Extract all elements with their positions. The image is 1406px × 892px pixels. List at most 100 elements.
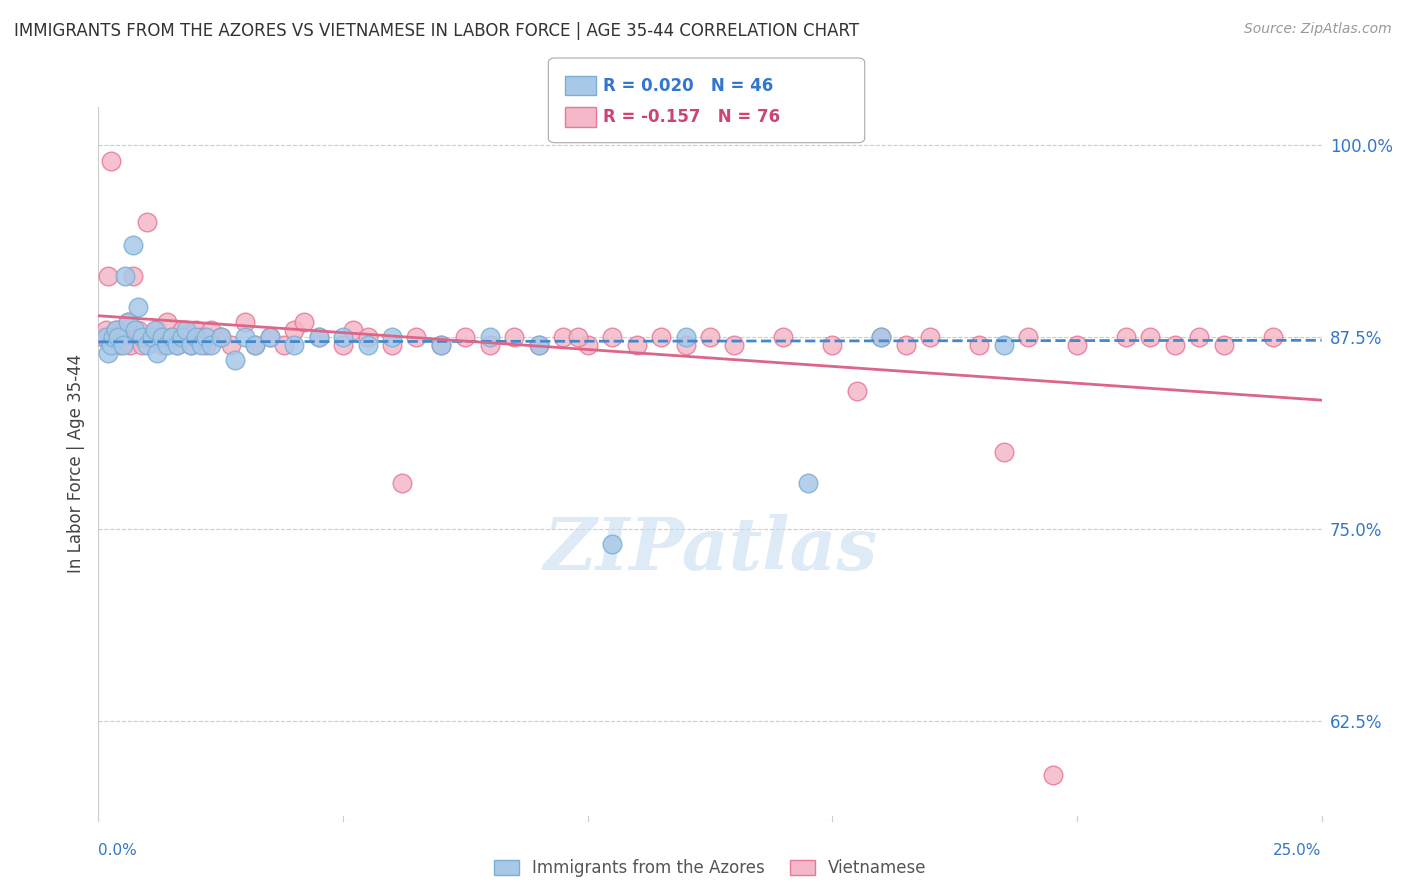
Point	[308, 330, 330, 344]
Point	[124, 322, 146, 336]
Point	[381, 330, 404, 344]
Point	[101, 330, 124, 344]
Point	[1164, 338, 1187, 352]
Point	[166, 338, 188, 352]
Point	[146, 322, 169, 336]
Point	[391, 476, 413, 491]
Point	[200, 338, 222, 352]
Point	[143, 322, 166, 336]
Point	[124, 330, 146, 344]
Point	[136, 338, 159, 352]
Point	[141, 330, 163, 344]
Point	[114, 330, 136, 344]
Point	[723, 338, 745, 352]
Point	[332, 338, 354, 352]
Text: ZIPatlas: ZIPatlas	[543, 514, 877, 585]
Point	[111, 322, 134, 336]
Point	[967, 338, 990, 352]
Point	[1017, 330, 1039, 344]
Point	[200, 322, 222, 336]
Point	[100, 153, 122, 168]
Point	[176, 322, 198, 336]
Point	[821, 338, 844, 352]
Point	[567, 330, 589, 344]
Point	[845, 384, 868, 398]
Text: 25.0%: 25.0%	[1274, 843, 1322, 858]
Point	[94, 330, 117, 344]
Point	[243, 338, 266, 352]
Point	[97, 345, 120, 359]
Point	[503, 330, 526, 344]
Point	[180, 338, 202, 352]
Point	[308, 330, 330, 344]
Point	[111, 338, 134, 352]
Point	[117, 315, 139, 329]
Point	[626, 338, 648, 352]
Point	[170, 322, 193, 336]
Legend: Immigrants from the Azores, Vietnamese: Immigrants from the Azores, Vietnamese	[486, 853, 934, 884]
Point	[478, 338, 501, 352]
Point	[117, 315, 139, 329]
Point	[195, 338, 218, 352]
Point	[870, 330, 893, 344]
Point	[170, 330, 193, 344]
Point	[195, 330, 218, 344]
Point	[600, 537, 623, 551]
Point	[920, 330, 942, 344]
Point	[219, 338, 242, 352]
Point	[454, 330, 477, 344]
Point	[160, 330, 183, 344]
Point	[430, 338, 453, 352]
Point	[121, 238, 143, 252]
Point	[150, 330, 173, 344]
Text: R = -0.157   N = 76: R = -0.157 N = 76	[603, 108, 780, 126]
Text: R = 0.020   N = 46: R = 0.020 N = 46	[603, 77, 773, 95]
Point	[894, 338, 917, 352]
Point	[107, 330, 129, 344]
Point	[675, 330, 697, 344]
Text: IMMIGRANTS FROM THE AZORES VS VIETNAMESE IN LABOR FORCE | AGE 35-44 CORRELATION : IMMIGRANTS FROM THE AZORES VS VIETNAMESE…	[14, 22, 859, 40]
Point	[131, 330, 153, 344]
Point	[283, 338, 305, 352]
Point	[772, 330, 794, 344]
Point	[699, 330, 721, 344]
Point	[356, 338, 378, 352]
Point	[405, 330, 427, 344]
Point	[176, 330, 198, 344]
Point	[650, 330, 672, 344]
Point	[292, 315, 315, 329]
Point	[553, 330, 575, 344]
Text: Source: ZipAtlas.com: Source: ZipAtlas.com	[1244, 22, 1392, 37]
Point	[104, 322, 127, 336]
Point	[576, 338, 599, 352]
Point	[209, 330, 232, 344]
Point	[107, 330, 129, 344]
Point	[104, 322, 127, 336]
Point	[150, 338, 173, 352]
Point	[91, 330, 114, 344]
Point	[209, 330, 232, 344]
Point	[1188, 330, 1211, 344]
Point	[141, 330, 163, 344]
Y-axis label: In Labor Force | Age 35-44: In Labor Force | Age 35-44	[66, 354, 84, 574]
Point	[100, 338, 122, 352]
Point	[166, 338, 188, 352]
Point	[243, 338, 266, 352]
Point	[97, 268, 120, 283]
Point	[121, 268, 143, 283]
Point	[993, 445, 1015, 459]
Point	[224, 353, 246, 368]
Point	[190, 330, 212, 344]
Point	[259, 330, 281, 344]
Point	[101, 330, 124, 344]
Point	[156, 315, 179, 329]
Point	[127, 300, 149, 314]
Point	[1261, 330, 1284, 344]
Point	[156, 338, 179, 352]
Point	[233, 330, 256, 344]
Point	[94, 322, 117, 336]
Point	[356, 330, 378, 344]
Point	[110, 338, 132, 352]
Point	[675, 338, 697, 352]
Point	[127, 322, 149, 336]
